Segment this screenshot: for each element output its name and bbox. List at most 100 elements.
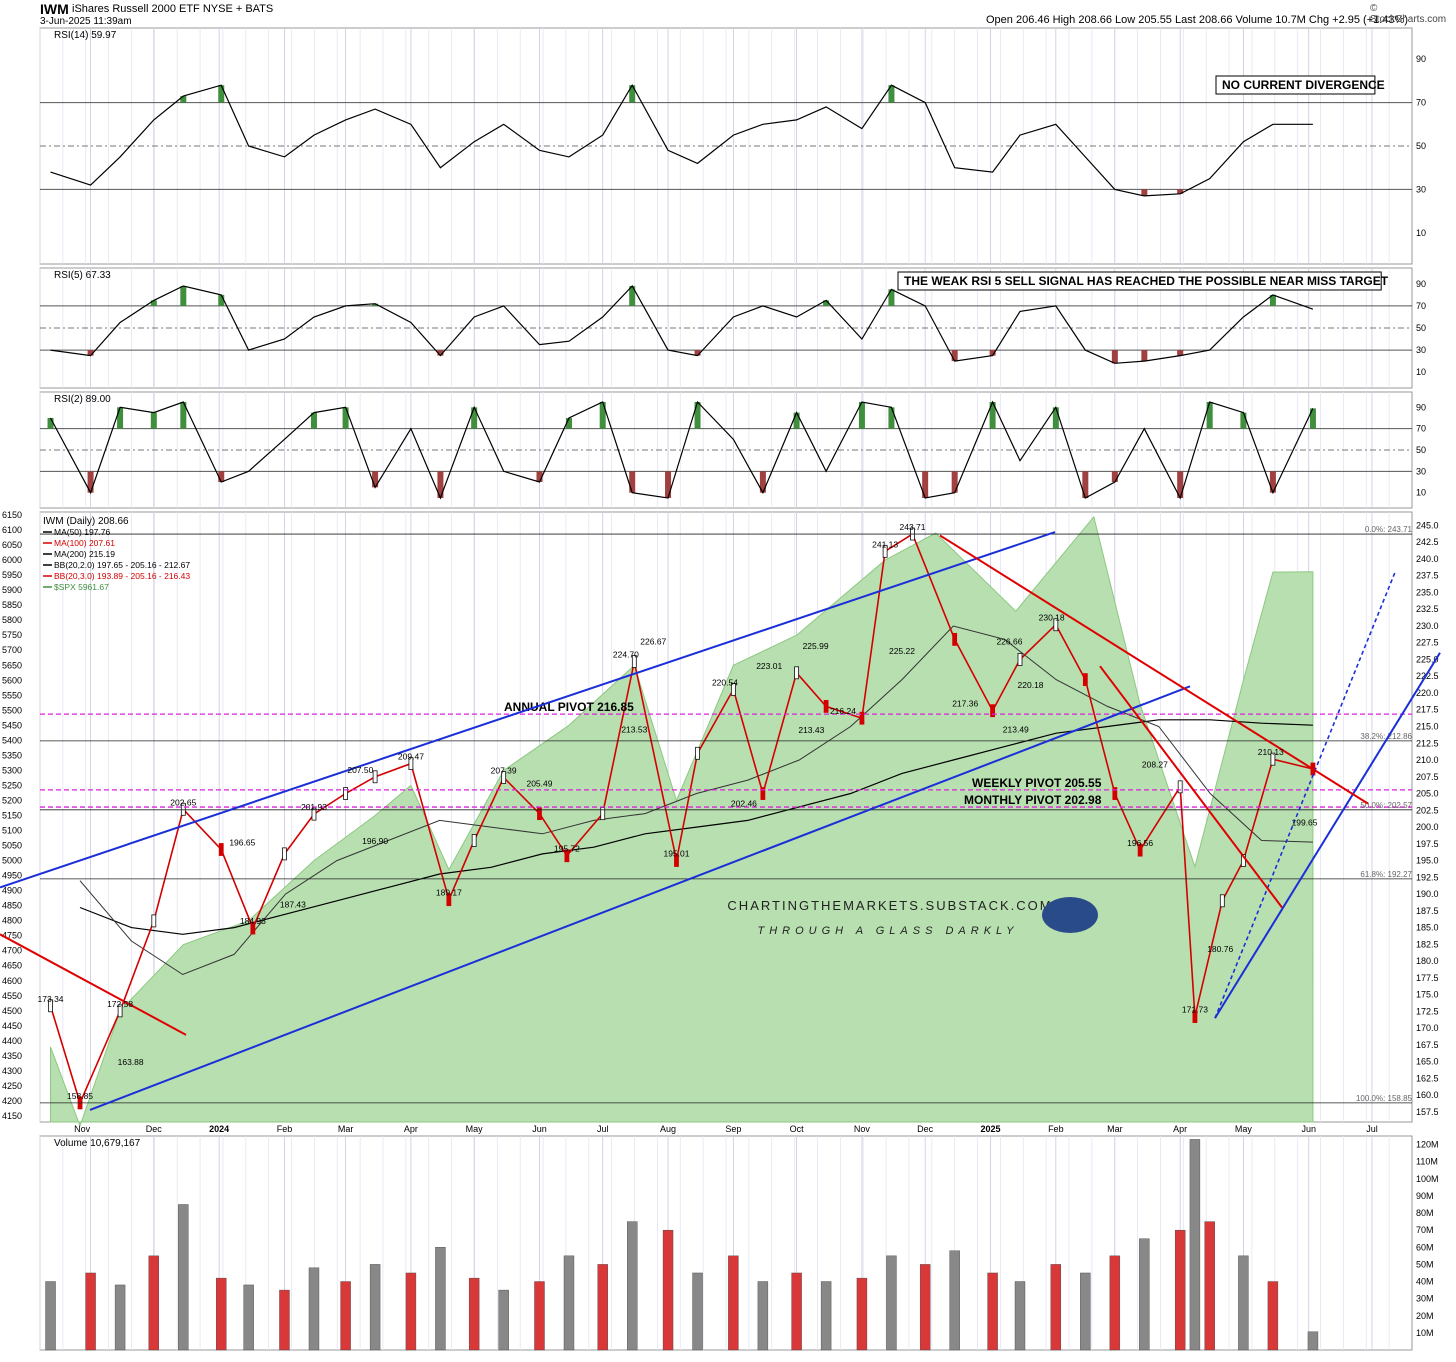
annotation-text: THE WEAK RSI 5 SELL SIGNAL HAS REACHED T…	[904, 274, 1389, 288]
price-tick-label: 157.5	[1416, 1107, 1439, 1117]
candle-up	[1053, 618, 1059, 632]
rsi-oversold-fill	[1141, 189, 1148, 196]
volume-bar	[85, 1272, 96, 1351]
volume-bar	[1080, 1272, 1091, 1351]
candle-up	[282, 847, 287, 861]
price-tick-label: 175.0	[1416, 990, 1439, 1000]
volume-bar	[662, 1229, 674, 1351]
volume-bar	[597, 1264, 608, 1351]
spx-tick-label: 5850	[2, 600, 22, 610]
rsi-oversold-fill	[218, 471, 225, 483]
price-tick-label: 232.5	[1416, 604, 1439, 614]
volume-tick-label: 30M	[1416, 1294, 1434, 1304]
price-tick-label: 202.5	[1416, 805, 1439, 815]
x-tick-label: 2025	[980, 1124, 1000, 1134]
price-tick-label: 192.5	[1416, 872, 1439, 882]
candle-up	[180, 802, 186, 816]
price-tick-label: 160.0	[1416, 1090, 1439, 1100]
rsi-oversold-fill	[629, 471, 636, 493]
price-point-label: 213.49	[1003, 725, 1029, 735]
rsi-oversold-fill	[665, 471, 672, 499]
branding-logo-icon	[1042, 897, 1098, 933]
rsi-overbought-fill	[1240, 412, 1247, 429]
volume-tick-label: 90M	[1416, 1191, 1434, 1201]
x-tick-label: May	[466, 1124, 484, 1134]
spx-tick-label: 6000	[2, 555, 22, 565]
volume-bar	[563, 1255, 575, 1351]
rsi-overbought-fill	[599, 401, 606, 429]
volume-title: Volume 10,679,167	[54, 1138, 141, 1149]
price-point-label: 220.54	[712, 677, 738, 687]
red-trendline-minor	[1099, 665, 1283, 909]
rsi-tick-label: 30	[1416, 345, 1426, 355]
spx-tick-label: 4350	[2, 1051, 22, 1061]
candle-up	[343, 787, 348, 800]
price-point-label: 226.66	[996, 636, 1022, 646]
x-tick-label: Mar	[338, 1124, 354, 1134]
fib-label: 61.8%: 192.27	[1360, 870, 1412, 879]
blue-channel-lower	[89, 685, 1191, 1111]
price-point-label: 184.93	[240, 916, 266, 926]
volume-bar	[1050, 1264, 1062, 1351]
price-point-label: 225.22	[889, 646, 915, 656]
rsi-overbought-fill	[1269, 294, 1276, 306]
candle-up	[631, 655, 637, 668]
x-tick-label: Nov	[854, 1124, 871, 1134]
candle-down	[564, 849, 570, 863]
x-tick-label: Nov	[74, 1124, 91, 1134]
volume-tick-label: 50M	[1416, 1259, 1434, 1269]
candle-down	[1082, 673, 1088, 686]
volume-bar	[148, 1255, 160, 1351]
spx-tick-label: 5550	[2, 690, 22, 700]
annotation-text: NO CURRENT DIVERGENCE	[1222, 78, 1385, 92]
rsi-tick-label: 30	[1416, 184, 1426, 194]
rsi-overbought-fill	[47, 417, 54, 429]
spx-tick-label: 5400	[2, 735, 22, 745]
rsi-tick-label: 50	[1416, 141, 1426, 151]
volume-bar	[886, 1255, 897, 1351]
volume-bar	[468, 1277, 480, 1351]
rsi-tick-label: 30	[1416, 466, 1426, 476]
x-tick-label: Jul	[1366, 1124, 1378, 1134]
rsi-tick-label: 10	[1416, 488, 1426, 498]
spx-tick-label: 4600	[2, 976, 22, 986]
spx-tick-label: 4750	[2, 931, 22, 941]
price-tick-label: 200.0	[1416, 822, 1439, 832]
candle-down	[823, 699, 829, 713]
rsi-tick-label: 90	[1416, 54, 1426, 64]
ma50-line	[79, 625, 1313, 976]
rsi-oversold-fill	[1111, 471, 1118, 483]
x-tick-label: Aug	[660, 1124, 676, 1134]
price-point-label: 202.46	[731, 799, 757, 809]
candle-down	[760, 787, 766, 800]
candle-up	[501, 771, 507, 784]
price-point-label: 196.90	[362, 836, 388, 846]
spx-tick-label: 4450	[2, 1021, 22, 1031]
blue-dotted-line	[1214, 572, 1396, 1019]
candle-up	[1270, 752, 1276, 766]
rsi-oversold-fill	[759, 471, 766, 493]
price-point-label: 216.24	[830, 706, 856, 716]
x-tick-label: Jun	[1301, 1124, 1316, 1134]
price-title: IWM (Daily) 208.66	[43, 516, 129, 527]
price-tick-label: 165.0	[1416, 1057, 1439, 1067]
price-tick-label: 170.0	[1416, 1023, 1439, 1033]
x-tick-label: Jun	[532, 1124, 547, 1134]
volume-bar	[987, 1272, 998, 1351]
price-tick-label: 225.0	[1416, 654, 1439, 664]
rsi-overbought-fill	[150, 412, 157, 429]
price-tick-label: 245.0	[1416, 520, 1439, 530]
fib-label: 50.0%: 202.57	[1360, 801, 1412, 810]
rsi-oversold-fill	[951, 350, 958, 362]
candle-down	[1192, 1010, 1198, 1023]
candle-down	[990, 704, 996, 718]
price-point-label: 205.49	[526, 778, 552, 788]
annotation-box	[1215, 75, 1376, 95]
candle-up	[1017, 653, 1023, 666]
spx-tick-label: 5300	[2, 765, 22, 775]
rsi-overbought-fill	[629, 286, 636, 306]
candle-down	[859, 711, 865, 725]
spx-tick-label: 5900	[2, 585, 22, 595]
spx-tick-label: 4550	[2, 991, 22, 1001]
